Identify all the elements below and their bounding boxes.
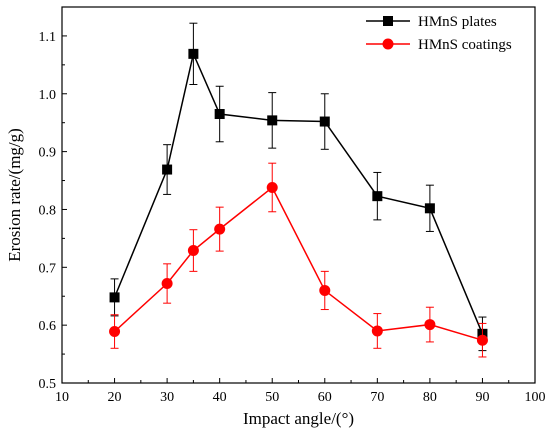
x-tick-label: 90 bbox=[475, 390, 489, 405]
x-tick-label: 70 bbox=[370, 390, 384, 405]
legend-marker-plates bbox=[383, 16, 393, 26]
data-point bbox=[319, 284, 331, 296]
data-point bbox=[214, 223, 226, 235]
x-tick-label: 30 bbox=[160, 390, 174, 405]
data-point bbox=[267, 115, 278, 126]
series-line bbox=[113, 51, 484, 335]
x-tick-label: 50 bbox=[265, 390, 279, 405]
legend-label-plates: HMnS plates bbox=[418, 14, 497, 30]
x-tick-label: 80 bbox=[423, 390, 437, 405]
data-point bbox=[109, 326, 121, 338]
y-axis-title: Erosion rate/(mg/g) bbox=[5, 128, 24, 262]
data-point bbox=[161, 278, 173, 290]
plot-area bbox=[109, 22, 488, 358]
series-plates bbox=[109, 22, 488, 352]
data-point bbox=[187, 245, 199, 257]
y-tick-label: 0.5 bbox=[39, 377, 57, 392]
series-coatings bbox=[109, 162, 488, 358]
legend-entry-coatings: HMnS coatings bbox=[366, 37, 512, 53]
x-axis-title: Impact angle/(°) bbox=[243, 409, 354, 428]
y-tick-label: 1.1 bbox=[39, 30, 57, 45]
data-point bbox=[424, 203, 435, 214]
data-point bbox=[372, 191, 383, 202]
legend-marker-coatings bbox=[382, 38, 394, 50]
legend-label-coatings: HMnS coatings bbox=[418, 37, 512, 53]
x-tick-label: 40 bbox=[213, 390, 227, 405]
data-point bbox=[266, 181, 278, 193]
y-tick-label: 1.0 bbox=[39, 88, 57, 103]
y-tick-label: 0.8 bbox=[39, 203, 57, 218]
data-point bbox=[188, 48, 199, 59]
data-point bbox=[424, 319, 436, 331]
axes: 10 20 30 40 50 60 70 80 90 100 0.5 0.6 0.7 0.8 0.9 1.0 1… bbox=[39, 30, 546, 405]
data-point bbox=[162, 164, 173, 175]
plot-frame bbox=[61, 6, 536, 384]
legend: HMnS plates HMnS coatings bbox=[366, 14, 512, 53]
data-point bbox=[214, 109, 225, 120]
y-tick-label: 0.9 bbox=[39, 146, 57, 161]
data-point bbox=[476, 334, 488, 346]
x-tick-label: 100 bbox=[525, 390, 546, 405]
y-tick-label: 0.7 bbox=[39, 261, 57, 276]
y-tick-label: 0.6 bbox=[39, 319, 57, 334]
x-tick-label: 20 bbox=[108, 390, 122, 405]
x-tick-label: 60 bbox=[318, 390, 332, 405]
data-point bbox=[319, 116, 330, 127]
data-point bbox=[371, 325, 383, 337]
x-tick-label: 10 bbox=[55, 390, 69, 405]
legend-entry-plates: HMnS plates bbox=[366, 14, 497, 30]
data-point bbox=[109, 292, 120, 303]
